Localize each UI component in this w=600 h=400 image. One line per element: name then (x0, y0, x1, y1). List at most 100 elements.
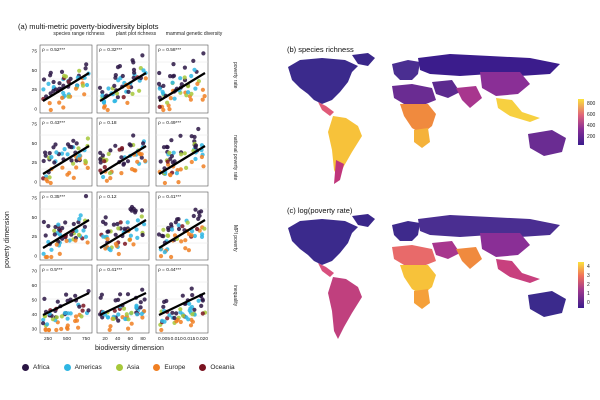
map-species-richness: 800 600 400 200 (288, 53, 596, 184)
data-point (113, 75, 118, 80)
map-b-scale-tick-600: 600 (587, 112, 596, 118)
map-c-scale-tick-1: 1 (587, 291, 590, 297)
data-point (116, 312, 121, 317)
data-point (131, 242, 136, 247)
y-tick-label: 0 (34, 180, 37, 186)
x-tick-label: 0.010 (171, 336, 183, 342)
y-tick-label: 25 (32, 234, 38, 240)
y-tick-label: 50 (32, 215, 38, 221)
y-tick-label: 50 (32, 141, 38, 147)
row-title-inequality: inequality (232, 285, 238, 307)
data-point (189, 134, 194, 139)
data-point (157, 86, 162, 91)
data-point (127, 237, 133, 242)
data-point (125, 292, 131, 297)
map-c-scale-tick-0: 0 (587, 300, 590, 306)
data-point (134, 304, 139, 309)
data-point (76, 146, 81, 151)
data-point (128, 143, 133, 148)
data-point (77, 304, 82, 309)
data-point (170, 227, 175, 232)
data-point (85, 165, 90, 170)
legend-item-europe: Europe (153, 364, 185, 371)
data-point (63, 220, 68, 225)
map-b-color-scale (578, 99, 584, 145)
data-point (82, 224, 87, 229)
legend-label-europe: Europe (164, 364, 186, 371)
data-point (74, 165, 79, 170)
data-point (156, 81, 162, 86)
data-point (180, 293, 185, 298)
map-c-south-asia (456, 247, 482, 269)
data-point (66, 94, 71, 99)
data-point (162, 299, 167, 304)
data-point (69, 158, 74, 163)
data-point (161, 83, 166, 88)
data-point (120, 73, 125, 79)
x-tick-label: 60 (128, 336, 134, 342)
data-point (143, 158, 148, 163)
data-point (59, 151, 65, 156)
data-point (158, 159, 163, 164)
data-point (166, 227, 171, 233)
data-point (193, 207, 198, 212)
data-point (101, 100, 107, 105)
data-point (47, 101, 52, 106)
data-point (121, 162, 126, 167)
map-b-russia (418, 54, 560, 76)
data-point (171, 73, 177, 78)
y-tick-label: 60 (32, 283, 38, 289)
data-point (48, 73, 53, 78)
data-point (161, 227, 166, 232)
data-point (48, 180, 53, 186)
map-c-australia (528, 291, 566, 317)
data-point (73, 314, 79, 319)
data-point (193, 86, 198, 91)
data-point (113, 143, 118, 148)
data-point (142, 297, 147, 302)
data-point (157, 70, 162, 76)
y-tick-label: 40 (32, 312, 38, 318)
data-point (125, 220, 130, 225)
regression-line (158, 72, 206, 102)
legend-swatch-europe (153, 364, 161, 371)
legend-swatch-asia (115, 364, 123, 371)
data-point (113, 232, 118, 237)
panel-b-title: (b) species richness (287, 45, 354, 54)
data-point (117, 64, 122, 69)
col-title-species: species range richness (53, 31, 105, 37)
data-point (60, 165, 65, 170)
data-point (59, 314, 64, 319)
data-point (112, 308, 117, 313)
data-point (43, 150, 48, 155)
data-point (178, 167, 183, 172)
data-point (62, 310, 68, 316)
data-point (122, 226, 127, 231)
data-point (132, 168, 137, 173)
x-tick-label: 0.005 (158, 336, 170, 342)
legend-swatch-africa (22, 364, 29, 371)
map-c-north-america (288, 219, 358, 265)
rho-label: ρ = 0.52*** (42, 47, 65, 53)
data-point (139, 155, 144, 160)
data-point (116, 78, 121, 83)
y-tick-label: 50 (32, 68, 38, 74)
data-point (115, 221, 120, 227)
map-b-east-asia (480, 72, 530, 96)
data-point (59, 69, 65, 74)
map-c-scale-tick-2: 2 (587, 282, 590, 288)
data-point (161, 304, 166, 309)
data-point (174, 171, 179, 176)
data-point (200, 97, 205, 102)
data-point (121, 306, 127, 311)
map-b-greenland (352, 53, 375, 66)
data-point (107, 171, 113, 176)
x-tick-label: 0.020 (196, 336, 208, 342)
data-point (66, 79, 71, 84)
data-point (191, 213, 196, 219)
data-point (41, 158, 46, 164)
data-point (112, 83, 117, 88)
regression-line (99, 219, 147, 249)
data-point (105, 107, 110, 113)
